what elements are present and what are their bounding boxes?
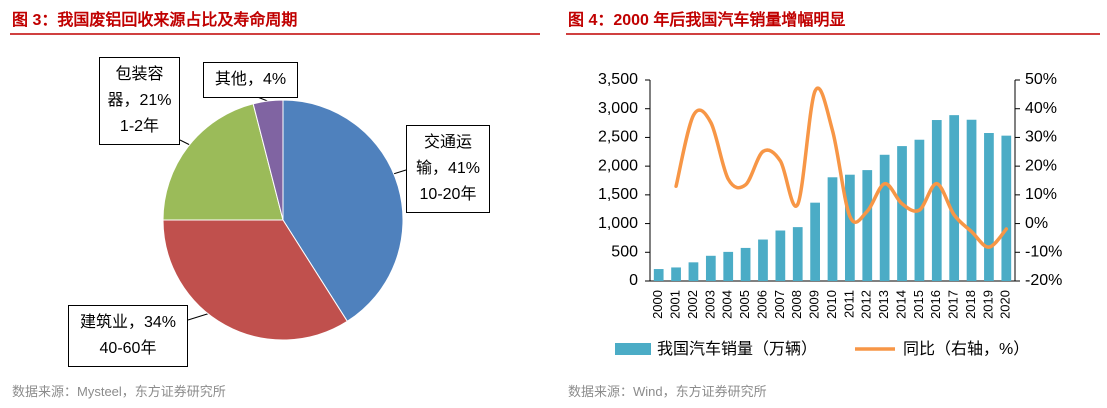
- x-tick-label: 2007: [772, 290, 787, 319]
- bar: [653, 269, 664, 281]
- y-tick-label: 500: [611, 244, 638, 261]
- bar: [740, 247, 751, 281]
- bar: [671, 267, 681, 281]
- pie-slice: [282, 99, 404, 323]
- category-label: 建筑业: [79, 314, 128, 331]
- callout: 交通运输，41% 10-20年: [406, 125, 490, 213]
- x-tick-label: 2015: [911, 290, 926, 319]
- x-tick-label: 2018: [963, 290, 978, 319]
- y-tick-label: 3,000: [598, 100, 638, 117]
- bar: [845, 174, 855, 281]
- value-label: ，21%: [123, 92, 172, 109]
- category-label: 包装容器: [107, 66, 164, 109]
- x-tick-label: 2014: [893, 290, 908, 319]
- x-tick-label: 2010: [824, 290, 839, 319]
- y-tick-label: 2,000: [598, 157, 638, 174]
- x-tick-label: 2019: [980, 290, 995, 319]
- value-label: ，41%: [431, 160, 481, 177]
- bar: [758, 239, 768, 281]
- x-tick-label: 2006: [754, 290, 769, 319]
- lifespan-label: 1-2年: [119, 118, 160, 135]
- lifespan-label: 40-60年: [99, 340, 157, 357]
- y2-tick-label: 30%: [1025, 129, 1057, 146]
- chart-title: 图 3：我国废铝回收来源占比及寿命周期: [12, 10, 297, 29]
- bar: [862, 170, 873, 281]
- y2-tick-label: 50%: [1025, 71, 1057, 88]
- chart-title: 图 4：2000 年后我国汽车销量增幅明显: [568, 10, 845, 29]
- y2-tick-label: 40%: [1025, 100, 1057, 117]
- y2-tick-label: -10%: [1025, 244, 1062, 261]
- legend-label: 同比（右轴，%）: [903, 340, 1029, 358]
- lifespan-label: 10-20年: [419, 186, 477, 203]
- x-tick-label: 2000: [650, 290, 665, 319]
- legend-label: 我国汽车销量（万辆）: [657, 340, 817, 358]
- x-tick-label: 2017: [946, 290, 961, 319]
- bar: [1001, 135, 1012, 281]
- x-tick-label: 2002: [685, 290, 700, 319]
- x-tick-label: 2004: [720, 290, 735, 319]
- callout: 包装容器，21% 1-2年: [99, 57, 180, 145]
- bar: [966, 119, 977, 281]
- pie-slice: [252, 99, 284, 221]
- x-tick-label: 2009: [807, 290, 822, 319]
- line: [674, 86, 1009, 249]
- bar: [775, 230, 786, 281]
- pie-slice: [162, 219, 348, 341]
- y2-tick-label: 10%: [1025, 186, 1057, 203]
- x-tick-label: 2016: [928, 290, 943, 319]
- y-tick-label: 1,000: [598, 215, 638, 232]
- bar: [897, 146, 907, 281]
- pie-slice: [162, 103, 284, 221]
- bar: [879, 154, 890, 281]
- bar: [705, 255, 716, 281]
- legend-swatch: [615, 343, 651, 355]
- x-tick-label: 2008: [789, 290, 804, 319]
- source: 数据来源：Mysteel，东方证券研究所: [12, 384, 226, 399]
- x-tick-label: 2013: [876, 290, 891, 319]
- value-label: ，4%: [246, 71, 287, 88]
- category-label: 其他: [214, 71, 247, 88]
- bar: [984, 133, 994, 281]
- y2-tick-label: 0%: [1025, 215, 1048, 232]
- y-tick-label: 3,500: [598, 71, 638, 88]
- bar: [792, 227, 803, 281]
- x-tick-label: 2011: [841, 290, 856, 318]
- x-tick-label: 2020: [998, 290, 1013, 319]
- y2-tick-label: 20%: [1025, 157, 1057, 174]
- y-tick-label: 2,500: [598, 129, 638, 146]
- callout: 其他，4%: [203, 62, 298, 98]
- callout: 建筑业，34% 40-60年: [68, 305, 188, 367]
- bar: [931, 120, 942, 282]
- category-label: 交通运输: [415, 134, 472, 177]
- bar: [723, 251, 734, 281]
- bar: [949, 115, 960, 281]
- y2-tick-label: -20%: [1025, 272, 1062, 289]
- y-tick-label: 0: [629, 272, 638, 289]
- x-tick-label: 2001: [668, 290, 683, 319]
- source: 数据来源：Wind，东方证券研究所: [568, 384, 767, 399]
- x-tick-label: 2012: [859, 290, 874, 319]
- y-tick-label: 1,500: [598, 186, 638, 203]
- bar: [688, 262, 699, 281]
- bar: [827, 177, 838, 281]
- x-tick-label: 2005: [737, 290, 752, 319]
- bar: [810, 202, 820, 281]
- value-label: ，34%: [127, 314, 177, 331]
- x-tick-label: 2003: [702, 290, 717, 319]
